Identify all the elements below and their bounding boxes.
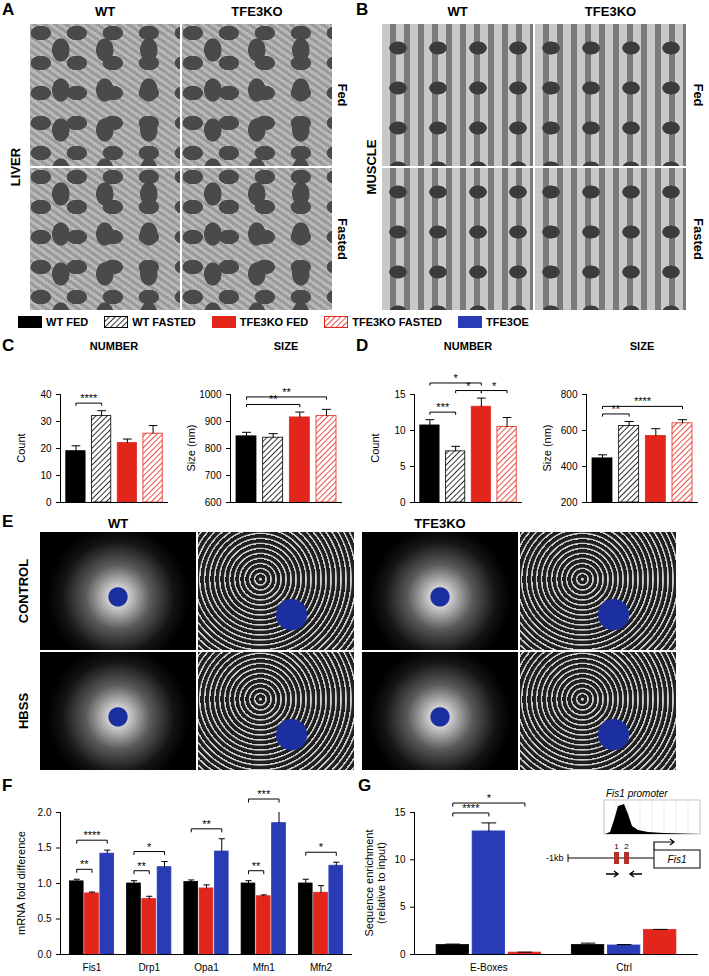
html-text:NUMBER: NUMBER — [443, 340, 493, 352]
svg-text:15: 15 — [394, 807, 406, 818]
html-text:TFE3KO: TFE3KO — [414, 516, 466, 531]
html-text:Fasted: Fasted — [691, 218, 706, 260]
html-text:Count: Count — [15, 433, 27, 463]
svg-text:1: 1 — [614, 842, 619, 851]
svg-text:Ctrl: Ctrl — [616, 962, 632, 973]
svg-text:**: ** — [137, 860, 146, 872]
html-text:WT: WT — [94, 4, 116, 19]
html-text:NUMBER: NUMBER — [89, 340, 139, 352]
svg-text:1.0: 1.0 — [38, 878, 52, 889]
svg-text:800: 800 — [561, 389, 578, 400]
svg-text:15: 15 — [394, 389, 406, 400]
html-text:HBSS: HBSS — [16, 692, 31, 730]
svg-text:1.5: 1.5 — [38, 842, 52, 853]
svg-text:Fis1: Fis1 — [83, 962, 102, 973]
svg-text:2: 2 — [624, 842, 629, 851]
svg-text:Mfn1: Mfn1 — [253, 962, 276, 973]
html-text:Fed: Fed — [691, 83, 706, 107]
svg-text:**: ** — [202, 818, 211, 830]
svg-text:200: 200 — [561, 497, 578, 508]
html-text:WT: WT — [447, 4, 468, 19]
svg-text:*: * — [492, 380, 497, 392]
html-text:TFE3KO: TFE3KO — [231, 4, 283, 19]
svg-text:0.5: 0.5 — [38, 913, 52, 924]
svg-text:800: 800 — [205, 443, 222, 454]
svg-text:**: ** — [80, 858, 89, 870]
html-text:C: C — [2, 336, 15, 355]
svg-text:0: 0 — [400, 497, 406, 508]
svg-text:Opa1: Opa1 — [194, 962, 219, 973]
svg-text:1000: 1000 — [199, 389, 222, 400]
svg-text:**: ** — [252, 860, 261, 872]
svg-text:900: 900 — [205, 416, 222, 427]
svg-text:600: 600 — [561, 425, 578, 436]
svg-text:***: *** — [436, 401, 450, 413]
svg-text:10: 10 — [394, 425, 406, 436]
svg-text:0.0: 0.0 — [38, 949, 52, 960]
svg-text:*: * — [319, 841, 324, 853]
svg-text:*: * — [466, 380, 471, 392]
html-text:B: B — [356, 0, 369, 19]
svg-text:40: 40 — [40, 389, 52, 400]
svg-text:30: 30 — [40, 416, 52, 427]
html-text:TFE3KO FASTED: TFE3KO FASTED — [352, 316, 442, 328]
svg-text:**: ** — [612, 403, 621, 415]
svg-text:5: 5 — [400, 461, 406, 472]
svg-text:*: * — [147, 841, 152, 853]
svg-text:0: 0 — [46, 497, 52, 508]
svg-text:20: 20 — [40, 443, 52, 454]
html-text:E: E — [2, 512, 14, 531]
html-text:WT FASTED: WT FASTED — [132, 316, 196, 328]
html-text:MUSCLE: MUSCLE — [364, 139, 379, 195]
svg-text:****: **** — [634, 395, 652, 407]
html-text:WT FED: WT FED — [46, 316, 89, 328]
html-text:TFE3KO FED: TFE3KO FED — [239, 316, 309, 328]
svg-text:E-Boxes: E-Boxes — [470, 962, 508, 973]
svg-text:0: 0 — [400, 949, 406, 960]
html-text:TFE3OE: TFE3OE — [486, 316, 529, 328]
html-text:Fasted: Fasted — [335, 218, 350, 260]
svg-text:Drp1: Drp1 — [138, 962, 160, 973]
svg-text:10: 10 — [40, 470, 52, 481]
html-text:Size (nm): Size (nm) — [541, 424, 553, 472]
html-text:SIZE: SIZE — [273, 340, 299, 352]
svg-text:*: * — [487, 792, 492, 804]
svg-text:**: ** — [282, 386, 291, 398]
svg-text:**: ** — [269, 393, 278, 405]
html-text:D: D — [356, 336, 369, 355]
html-text:TFE3KO: TFE3KO — [584, 4, 637, 19]
svg-text:Fis1 promoter: Fis1 promoter — [606, 788, 668, 799]
svg-text:****: **** — [83, 829, 101, 841]
svg-text:400: 400 — [561, 461, 578, 472]
svg-text:Fis1: Fis1 — [668, 854, 687, 865]
svg-text:***: *** — [257, 788, 271, 800]
svg-text:Mfn2: Mfn2 — [310, 962, 333, 973]
svg-text:2.0: 2.0 — [38, 807, 52, 818]
html-text:G: G — [358, 776, 372, 795]
svg-text:700: 700 — [205, 470, 222, 481]
svg-text:*: * — [454, 372, 459, 384]
html-text:F: F — [2, 776, 13, 795]
svg-text:****: **** — [80, 392, 98, 404]
html-text:Size (nm): Size (nm) — [185, 424, 197, 472]
svg-text:****: **** — [462, 802, 480, 814]
svg-text:10: 10 — [394, 854, 406, 865]
svg-text:600: 600 — [205, 497, 222, 508]
html-text:Sequence enrichment (relative: Sequence enrichment (relative to input) — [363, 829, 387, 937]
svg-text:-1kb: -1kb — [546, 853, 564, 863]
html-text:CONTROL: CONTROL — [16, 558, 31, 624]
html-text:Count: Count — [369, 433, 381, 463]
html-text:SIZE: SIZE — [629, 340, 655, 352]
html-text:mRNA fold difference: mRNA fold difference — [15, 831, 27, 935]
html-text:Fed: Fed — [335, 83, 350, 107]
html-text:A: A — [2, 0, 15, 19]
html-text:WT: WT — [107, 516, 129, 531]
html-text:LIVER: LIVER — [8, 147, 23, 187]
svg-text:5: 5 — [400, 901, 406, 912]
